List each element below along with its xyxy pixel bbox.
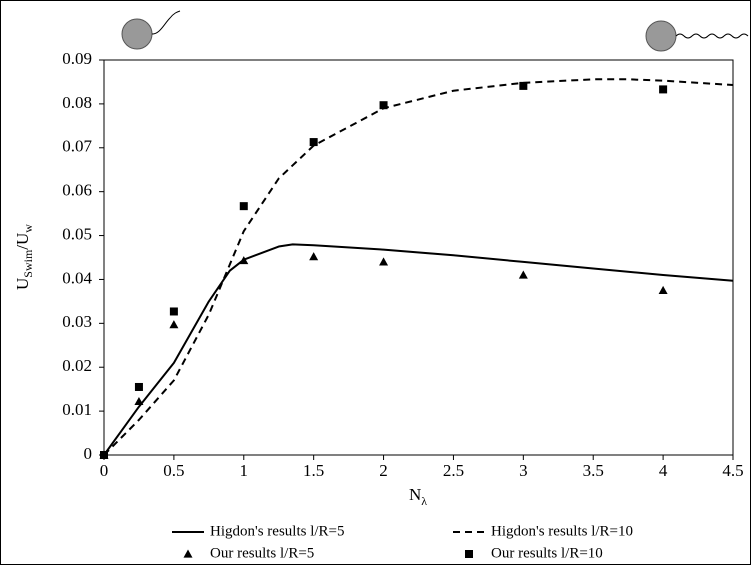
- x-tick-label: 4.5: [722, 461, 743, 480]
- x-tick-label: 1: [240, 461, 249, 480]
- y-tick-label: 0.06: [62, 181, 92, 200]
- legend-label: Higdon's results l/R=10: [491, 523, 633, 539]
- data-point: [169, 307, 178, 316]
- y-axis-label: USwim/Uw: [13, 224, 35, 290]
- icon-short-tail: [121, 10, 181, 50]
- legend-label: Our results l/R=5: [210, 545, 314, 561]
- data-point: [379, 257, 389, 266]
- plot-frame: [103, 59, 734, 456]
- y-tick-label: 0.02: [62, 356, 92, 375]
- series-line: [103, 243, 734, 456]
- icon-long-tail: [645, 20, 749, 52]
- y-label-main2: /U: [13, 233, 32, 250]
- data-point: [309, 138, 318, 147]
- x-tick-label: 0.5: [163, 461, 184, 480]
- y-tick-label: 0.05: [62, 224, 92, 243]
- series-line: [103, 78, 734, 456]
- y-tick-label: 0.07: [62, 137, 92, 156]
- x-tick-label: 3.5: [583, 461, 604, 480]
- x-tick-label: 2.5: [443, 461, 464, 480]
- x-tick-label: 0: [100, 461, 109, 480]
- x-tick-label: 2: [379, 461, 388, 480]
- y-label-main: U: [13, 278, 32, 290]
- y-tick-label: 0.03: [62, 312, 92, 331]
- x-axis-label: Nλ: [409, 485, 427, 508]
- x-label-sub: λ: [421, 494, 427, 508]
- x-tick-label: 4: [659, 461, 668, 480]
- x-tick-label: 3: [519, 461, 528, 480]
- data-point: [518, 270, 528, 279]
- legend-swatch: [465, 550, 473, 558]
- data-point: [309, 252, 319, 261]
- y-label-sub: Swim: [21, 249, 35, 278]
- data-point: [100, 451, 108, 459]
- y-tick-label: 0.09: [62, 49, 92, 68]
- data-point: [239, 202, 248, 211]
- data-point: [239, 256, 249, 265]
- y-label-sub2: w: [21, 224, 35, 233]
- y-tick-label: 0.01: [62, 400, 92, 419]
- legend-label: Higdon's results l/R=5: [210, 523, 345, 539]
- x-label-main: N: [409, 485, 421, 504]
- data-point: [658, 285, 668, 295]
- data-point: [519, 81, 528, 90]
- y-tick-label: 0.08: [62, 93, 92, 112]
- x-tick-label: 1.5: [303, 461, 324, 480]
- data-point: [134, 382, 143, 391]
- data-point: [169, 320, 179, 329]
- y-tick-label: 0.04: [62, 268, 92, 287]
- data-point: [379, 101, 388, 110]
- data-point: [134, 396, 144, 406]
- data-point: [659, 85, 668, 94]
- legend-swatch: [183, 549, 193, 558]
- legend-label: Our results l/R=10: [491, 545, 603, 561]
- y-tick-label: 0: [84, 444, 93, 463]
